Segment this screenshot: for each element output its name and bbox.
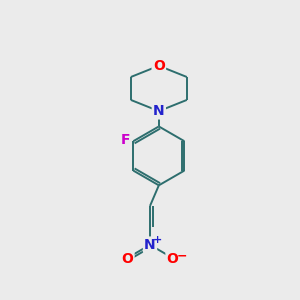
Text: +: + <box>153 235 162 244</box>
Text: N: N <box>144 238 156 252</box>
Text: O: O <box>122 252 133 266</box>
Text: F: F <box>120 133 130 147</box>
Text: N: N <box>153 104 165 118</box>
Text: O: O <box>153 59 165 73</box>
Text: −: − <box>177 249 188 262</box>
Text: O: O <box>167 252 178 266</box>
